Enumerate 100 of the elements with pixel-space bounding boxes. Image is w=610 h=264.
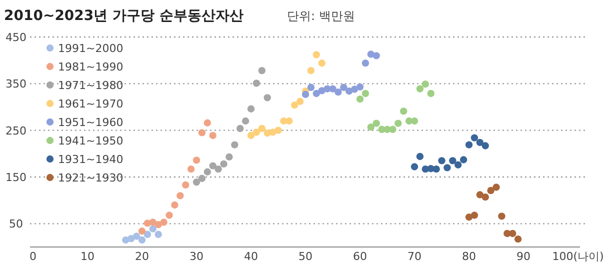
point (138, 236, 146, 244)
point (138, 228, 146, 235)
point (427, 90, 434, 98)
point (296, 98, 304, 105)
x-tick-label: 50 (298, 250, 312, 263)
point (465, 141, 473, 148)
point (204, 119, 211, 126)
x-tick-label: 90 (516, 250, 530, 263)
point (171, 201, 178, 209)
point (340, 84, 348, 91)
point (312, 90, 320, 98)
point (334, 88, 342, 96)
point (416, 152, 424, 160)
point (312, 51, 320, 58)
point (198, 129, 206, 136)
legend-label: 1921~1930 (58, 172, 124, 184)
x-tick-label: 70 (408, 250, 422, 263)
point (209, 132, 216, 140)
point (192, 178, 200, 186)
point (307, 67, 315, 74)
point (356, 95, 364, 103)
point (236, 124, 244, 132)
point (318, 60, 326, 67)
point (258, 67, 266, 74)
point (242, 117, 250, 125)
point (410, 163, 418, 170)
point (460, 156, 468, 164)
y-tick-label: 350 (6, 78, 26, 91)
point (160, 218, 168, 226)
point (509, 230, 516, 238)
point (149, 218, 156, 226)
point (247, 132, 255, 140)
point (128, 235, 135, 242)
point (372, 52, 380, 60)
point (449, 157, 456, 164)
y-tick-label: 250 (6, 124, 26, 138)
point (482, 142, 489, 150)
point (476, 191, 484, 198)
point (356, 83, 364, 91)
x-tick-label: 100(나이) (552, 250, 604, 263)
point (144, 230, 152, 238)
point (476, 138, 484, 146)
point (182, 181, 190, 189)
legend-label: 1981~1990 (58, 60, 124, 74)
point (264, 94, 271, 102)
x-tick-label: 30 (190, 250, 204, 263)
point (252, 128, 260, 136)
point (154, 221, 162, 228)
point (389, 126, 396, 133)
y-tick-label: 150 (6, 171, 26, 184)
point (192, 156, 200, 164)
point (329, 85, 336, 92)
point (274, 126, 282, 134)
x-tick-label: 0 (30, 250, 36, 263)
point (166, 212, 173, 219)
point (220, 160, 228, 168)
point (487, 186, 494, 194)
point (132, 232, 140, 240)
point (372, 120, 380, 127)
point (187, 165, 195, 173)
point (470, 212, 478, 219)
point (362, 60, 370, 67)
point (454, 161, 462, 168)
legend-label: 1941~1950 (58, 134, 124, 148)
point (438, 157, 446, 164)
x-tick-label: 60 (353, 250, 367, 263)
point (422, 80, 429, 88)
point (492, 184, 500, 191)
point (307, 84, 315, 91)
legend-label: 1971~1980 (58, 79, 124, 92)
point (286, 117, 293, 125)
point (432, 165, 440, 173)
point (252, 80, 260, 87)
point (214, 165, 222, 173)
point (258, 124, 266, 132)
point (149, 225, 156, 232)
point (350, 86, 358, 93)
title: 2010~2023년 가구당 순부동산자산 (4, 8, 244, 24)
point (367, 123, 374, 131)
subtitle: 단위: 백만원 (287, 9, 355, 23)
point (209, 162, 216, 170)
x-tick-label: 20 (135, 250, 149, 263)
point (498, 212, 506, 220)
point (247, 105, 255, 112)
point (400, 108, 408, 115)
point (154, 230, 162, 238)
y-tick-label: 50 (9, 218, 23, 231)
point (302, 90, 310, 98)
legend-label: 1951~1960 (58, 116, 124, 129)
x-tick-label: 40 (244, 250, 258, 263)
x-tick-label: 10 (80, 250, 94, 263)
point (394, 120, 402, 127)
point (470, 134, 478, 142)
point (416, 85, 424, 92)
point (204, 168, 211, 176)
point (444, 164, 451, 172)
x-tick-label: 80 (462, 250, 476, 263)
point (410, 117, 418, 125)
point (198, 174, 206, 182)
legend-label: 1931~1940 (58, 153, 124, 166)
